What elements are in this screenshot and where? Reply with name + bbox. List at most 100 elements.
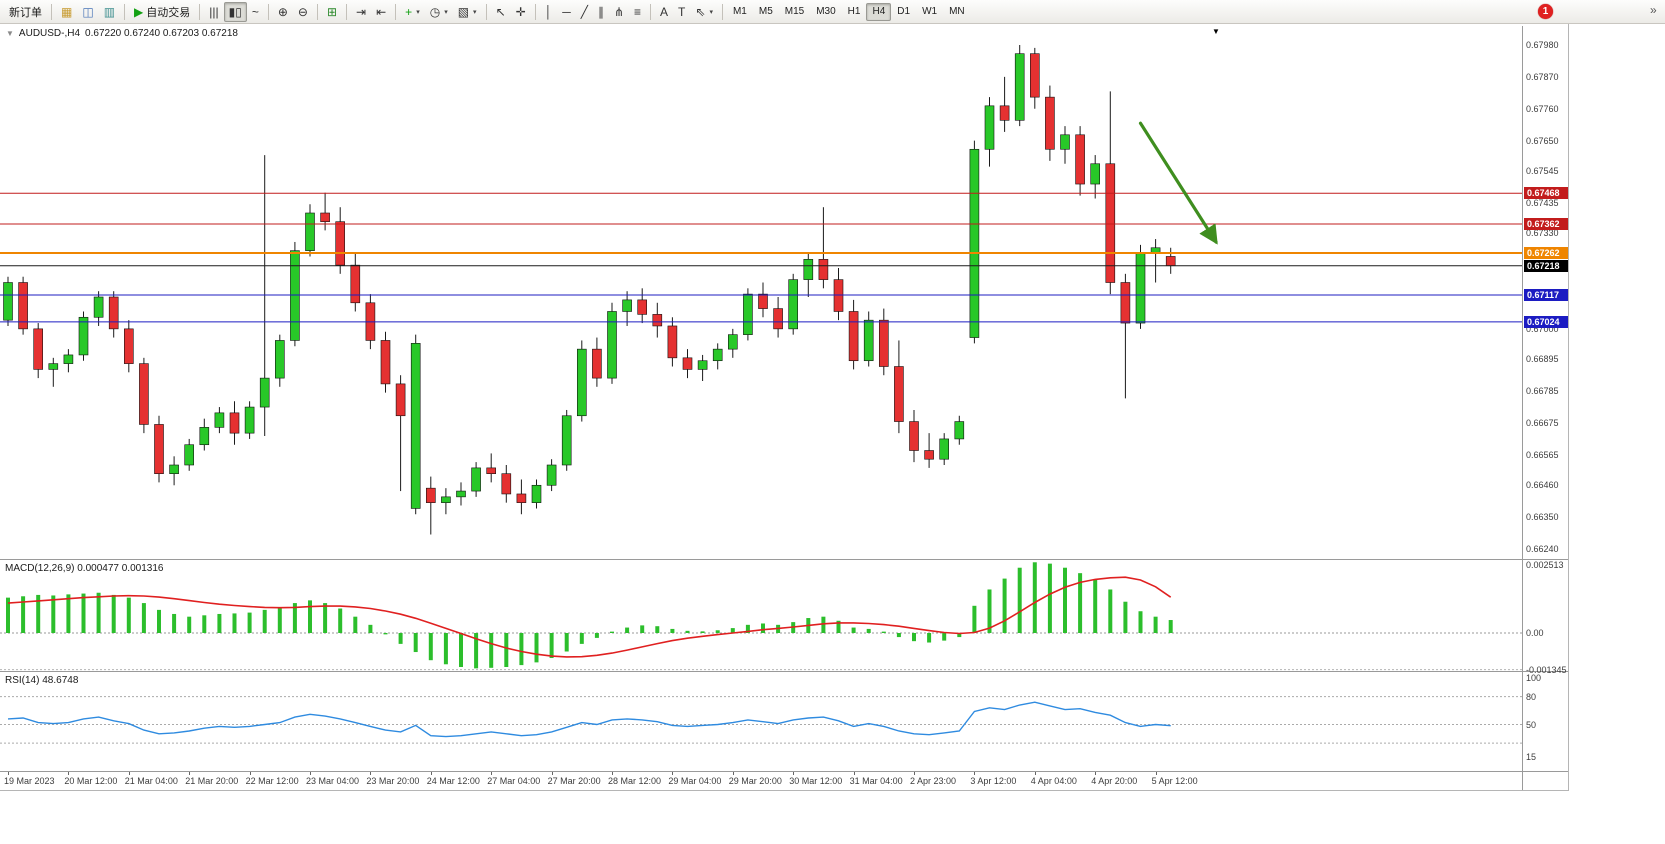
candle-body <box>1075 134 1085 185</box>
new-chart-icon[interactable]: ▦ <box>56 2 77 22</box>
candle-body <box>576 348 587 417</box>
dropdown-caret-icon: ▾ <box>416 8 420 16</box>
timeframe-m1-button[interactable]: M1 <box>727 3 753 21</box>
pane-separator[interactable] <box>0 559 1568 560</box>
zoom-out-icon-glyph: ⊖ <box>297 4 308 19</box>
cursor-icon[interactable]: ↖ <box>491 2 511 22</box>
fibonacci-icon[interactable]: ≡ <box>629 2 646 22</box>
auto-scroll-icon[interactable]: ⇥ <box>351 2 371 22</box>
trend-arrow-annotation[interactable] <box>1138 121 1218 245</box>
text-icon[interactable]: A <box>655 2 673 22</box>
time-axis-label: 29 Mar 04:00 <box>668 776 722 786</box>
macd-histogram-bar <box>1017 567 1022 633</box>
toolbar-overflow-icon[interactable]: » <box>1650 3 1657 17</box>
market-watch-icon[interactable]: ▥ <box>99 2 120 22</box>
toolbar-separator <box>316 3 318 20</box>
timeframe-m30-button[interactable]: M30 <box>810 3 841 21</box>
timeframe-h4-button-label: H4 <box>872 6 886 17</box>
macd-histogram-bar <box>428 633 433 661</box>
vertical-line-icon[interactable]: │ <box>540 2 558 22</box>
time-axis-label: 2 Apr 23:00 <box>910 776 957 786</box>
time-axis-label: 27 Mar 04:00 <box>487 776 541 786</box>
notification-badge[interactable]: 1 <box>1538 4 1553 19</box>
timeframe-h4-button[interactable]: H4 <box>866 2 892 21</box>
trendline-icon[interactable]: ╱ <box>576 2 593 22</box>
channel-icon[interactable]: ∥ <box>593 2 609 22</box>
macd-histogram-bar <box>912 633 916 642</box>
candle-body <box>335 221 346 266</box>
candle-body <box>637 299 648 315</box>
trendline-icon-glyph: ╱ <box>580 4 588 19</box>
text-label-icon[interactable]: T <box>673 2 690 22</box>
time-axis-label: 21 Mar 04:00 <box>124 776 178 786</box>
candle-body <box>78 316 89 356</box>
candle-body <box>697 360 708 370</box>
macd-histogram-bar <box>489 633 494 668</box>
candlestick-icon[interactable]: ▮▯ <box>223 1 247 22</box>
timeframe-w1-button-label: W1 <box>922 6 938 17</box>
chart-symbol-period: AUDUSD-,H4 <box>18 28 81 39</box>
timeframe-m5-button[interactable]: M5 <box>753 3 779 21</box>
rsi-line <box>7 701 1171 738</box>
bar-chart-icon[interactable]: ||| <box>204 2 223 22</box>
time-axis-label: 28 Mar 12:00 <box>608 776 662 786</box>
macd-histogram-bar <box>217 613 222 633</box>
pitchfork-icon-glyph: ⋔ <box>613 4 624 19</box>
chart-shift-icon-glyph: ⇤ <box>376 4 387 19</box>
macd-histogram-bar <box>157 609 161 633</box>
rsi-canvas[interactable] <box>0 672 1522 772</box>
candle-body <box>773 308 783 330</box>
macd-histogram-bar <box>730 628 735 633</box>
macd-histogram-bar <box>111 594 116 633</box>
timeframe-w1-button[interactable]: W1 <box>916 3 943 21</box>
time-axis-tick <box>8 772 9 775</box>
price-axis-label: 0.67870 <box>1526 71 1559 82</box>
zoom-out-icon[interactable]: ⊖ <box>293 2 313 22</box>
timeframe-h1-button[interactable]: H1 <box>842 3 867 21</box>
price-axis-label: 50 <box>1526 719 1537 730</box>
time-axis[interactable]: 19 Mar 2023 20 Mar 12:00 21 Mar 04:00 21 Ma… <box>0 772 1522 790</box>
timeframe-mn-button[interactable]: MN <box>943 3 971 21</box>
time-axis-label: 22 Mar 12:00 <box>245 776 299 786</box>
macd-histogram-bar <box>277 607 282 633</box>
candle-body <box>712 348 723 362</box>
timeframe-d1-button[interactable]: D1 <box>891 3 916 21</box>
main-chart-canvas[interactable] <box>0 26 1522 560</box>
chart-shift-icon[interactable]: ⇤ <box>371 2 391 22</box>
line-chart-icon[interactable]: ~ <box>247 2 264 22</box>
macd-histogram-bar <box>323 603 328 633</box>
pane-separator[interactable] <box>0 671 1568 672</box>
candle-body <box>682 357 693 370</box>
candle-body <box>743 293 753 335</box>
macd-histogram-bar <box>1078 573 1083 633</box>
profiles-icon[interactable]: ◫ <box>77 2 98 22</box>
crosshair-icon[interactable]: ✛ <box>511 2 531 22</box>
arrows-button[interactable]: ⇖ ▾ <box>690 2 718 22</box>
candle-body <box>803 259 814 280</box>
price-axis-label: 0.66350 <box>1526 512 1559 523</box>
pitchfork-icon[interactable]: ⋔ <box>609 2 629 22</box>
new-order-button[interactable]: 新订单 <box>4 2 47 22</box>
scroll-to-end-marker[interactable]: ▼ <box>1212 27 1220 36</box>
candle-body <box>788 279 799 330</box>
templates-button[interactable]: ▧ ▾ <box>453 2 482 22</box>
horizontal-line-icon[interactable]: ─ <box>557 2 576 22</box>
timeframe-m15-button[interactable]: M15 <box>779 3 810 21</box>
toolbar-separator <box>485 3 487 20</box>
autotrading-button[interactable]: ▶ 自动交易 <box>129 2 195 22</box>
macd-histogram-bar <box>670 628 675 633</box>
zoom-in-icon[interactable]: ⊕ <box>273 2 293 22</box>
dropdown-caret-icon: ▾ <box>709 8 713 16</box>
timeframe-mn-button-label: MN <box>949 6 965 17</box>
macd-canvas[interactable] <box>0 560 1522 672</box>
price-axis[interactable]: 0.67980 0.67870 0.67760 0.67650 0.67545 0.674… <box>1522 26 1568 790</box>
pane-separator <box>0 771 1568 772</box>
periods-button[interactable]: ◷ ▾ <box>425 2 453 22</box>
quick-trade-collapse-icon[interactable]: ▼ <box>6 29 14 38</box>
candle-body <box>124 328 134 364</box>
candle-body <box>592 348 602 379</box>
tile-windows-icon[interactable]: ⊞ <box>322 2 342 22</box>
macd-histogram-bar <box>232 613 237 633</box>
indicators-button[interactable]: + ▾ <box>400 2 425 22</box>
toolbar-separator <box>534 3 536 20</box>
